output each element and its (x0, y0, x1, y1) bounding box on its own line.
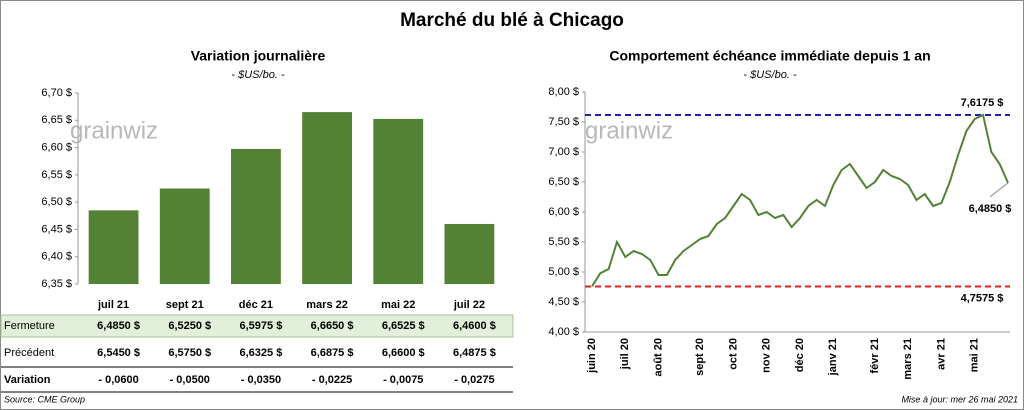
table-cell: - 0,0500 (170, 374, 210, 386)
y-tick-label: 4,50 $ (548, 296, 579, 308)
page-title: Marché du blé à Chicago (400, 10, 624, 31)
y-tick-label: 7,50 $ (548, 116, 579, 128)
y-tick-label: 5,50 $ (548, 236, 579, 248)
x-tick-label: mars 22 (306, 299, 348, 311)
x-tick-label: sept 20 (694, 338, 706, 376)
table-cell: 6,5250 $ (168, 320, 211, 332)
y-tick-label: 6,55 $ (41, 169, 72, 181)
x-tick-label: juil 22 (453, 299, 485, 311)
bar (373, 118, 424, 285)
x-tick-label: juin 20 (586, 338, 598, 374)
table-cell: 6,5975 $ (240, 320, 283, 332)
y-tick-label: 6,65 $ (41, 114, 72, 126)
chart-subtitle: - $US/bo. - (743, 69, 797, 81)
x-tick-label: nov 20 (761, 338, 773, 373)
x-tick-label: déc 21 (239, 299, 273, 311)
table-cell: 6,4600 $ (453, 320, 496, 332)
x-tick-label: août 20 (652, 338, 664, 377)
x-tick-label: juil 21 (97, 299, 129, 311)
row-label: Fermeture (4, 320, 55, 332)
x-tick-label: déc 20 (794, 338, 806, 372)
table-cell: 6,6325 $ (240, 347, 283, 359)
table-cell: 6,6650 $ (311, 320, 354, 332)
y-tick-label: 6,70 $ (41, 87, 72, 99)
y-tick-label: 6,60 $ (41, 141, 72, 153)
bar (159, 188, 210, 284)
y-tick-label: 6,35 $ (41, 278, 72, 290)
table-cell: - 0,0275 (454, 374, 494, 386)
x-tick-label: mai 22 (381, 299, 415, 311)
table-cell: 6,6600 $ (382, 347, 425, 359)
bar (231, 148, 281, 284)
annotation-label: 6,4850 $ (969, 203, 1012, 215)
y-tick-label: 5,00 $ (548, 266, 579, 278)
bar (444, 223, 495, 284)
reference-label: 4,7575 $ (961, 292, 1004, 304)
y-tick-label: 4,00 $ (548, 326, 579, 338)
x-tick-label: oct 20 (727, 338, 739, 370)
source: Source: CME Group (4, 394, 85, 404)
x-tick-label: avr 21 (935, 338, 947, 370)
watermark: grainwiz (70, 117, 158, 144)
watermark: grainwiz (585, 117, 673, 144)
table-cell: - 0,0350 (241, 374, 281, 386)
x-tick-label: mai 21 (969, 338, 981, 372)
row-label: Variation (4, 374, 51, 386)
y-tick-label: 6,40 $ (41, 251, 72, 263)
x-tick-label: juil 20 (619, 338, 631, 370)
bar (302, 112, 352, 284)
closing-row-bg (0, 314, 514, 338)
reference-label: 7,6175 $ (961, 97, 1004, 109)
update-date: Mise à jour: mer 26 mai 2021 (901, 394, 1018, 404)
y-tick-label: 6,50 $ (548, 176, 579, 188)
table-cell: - 0,0075 (383, 374, 423, 386)
row-label: Précédent (4, 347, 54, 359)
y-tick-label: 7,00 $ (548, 146, 579, 158)
table-cell: 6,4875 $ (453, 347, 496, 359)
x-tick-label: mars 21 (902, 338, 914, 380)
table-cell: 6,5450 $ (97, 347, 140, 359)
bar (88, 210, 139, 284)
y-tick-label: 6,50 $ (41, 196, 72, 208)
x-tick-label: janv 21 (827, 338, 839, 376)
x-tick-label: févr 21 (869, 338, 881, 373)
y-tick-label: 6,00 $ (548, 206, 579, 218)
table-cell: 6,6525 $ (382, 320, 425, 332)
table-cell: - 0,0600 (98, 374, 138, 386)
chart-subtitle: - $US/bo. - (231, 69, 285, 81)
price-line (591, 113, 1009, 287)
x-tick-label: sept 21 (166, 299, 204, 311)
table-cell: 6,4850 $ (97, 320, 140, 332)
y-tick-label: 6,45 $ (41, 223, 72, 235)
table-cell: 6,5750 $ (168, 347, 211, 359)
chart-title: Comportement échéance immédiate depuis 1… (609, 48, 930, 64)
table-cell: - 0,0225 (312, 374, 352, 386)
chart-title: Variation journalière (191, 48, 326, 64)
annotation-leader (989, 182, 1009, 198)
y-tick-label: 8,00 $ (548, 86, 579, 98)
table-cell: 6,6875 $ (311, 347, 354, 359)
